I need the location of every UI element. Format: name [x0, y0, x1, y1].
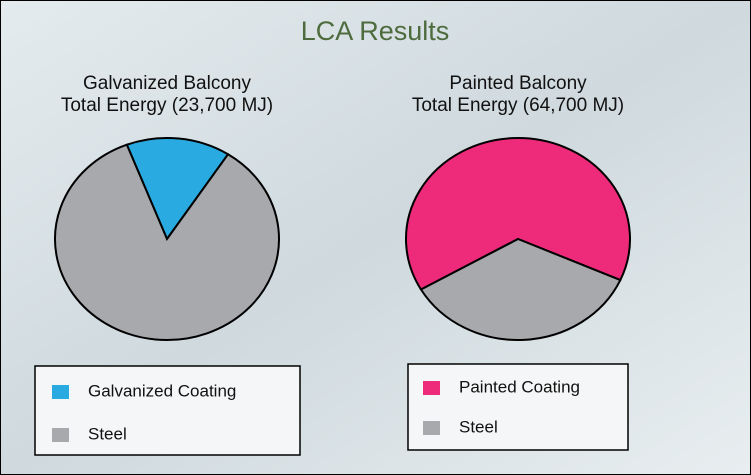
legend-label: Galvanized Coating — [88, 381, 236, 400]
legend-label: Steel — [459, 417, 498, 436]
legend-swatch — [52, 385, 69, 399]
legend-swatch — [423, 381, 440, 395]
legend-box — [34, 365, 301, 456]
page-title: LCA Results — [301, 16, 450, 46]
pie-slice — [54, 143, 280, 341]
pie-slice — [405, 137, 631, 291]
pie-subtitle: Total Energy (23,700 MJ) — [61, 95, 273, 116]
pie-title: Galvanized Balcony — [83, 73, 251, 94]
pie-subtitle: Total Energy (64,700 MJ) — [412, 95, 624, 116]
legend-label: Steel — [88, 424, 127, 443]
pie-slice — [419, 237, 622, 341]
pie-title: Painted Balcony — [449, 73, 587, 94]
legend-swatch — [52, 428, 69, 442]
legend-swatch — [423, 421, 440, 435]
legend-label: Painted Coating — [459, 377, 580, 396]
legend-box — [407, 363, 629, 451]
pie-slice — [125, 137, 230, 242]
